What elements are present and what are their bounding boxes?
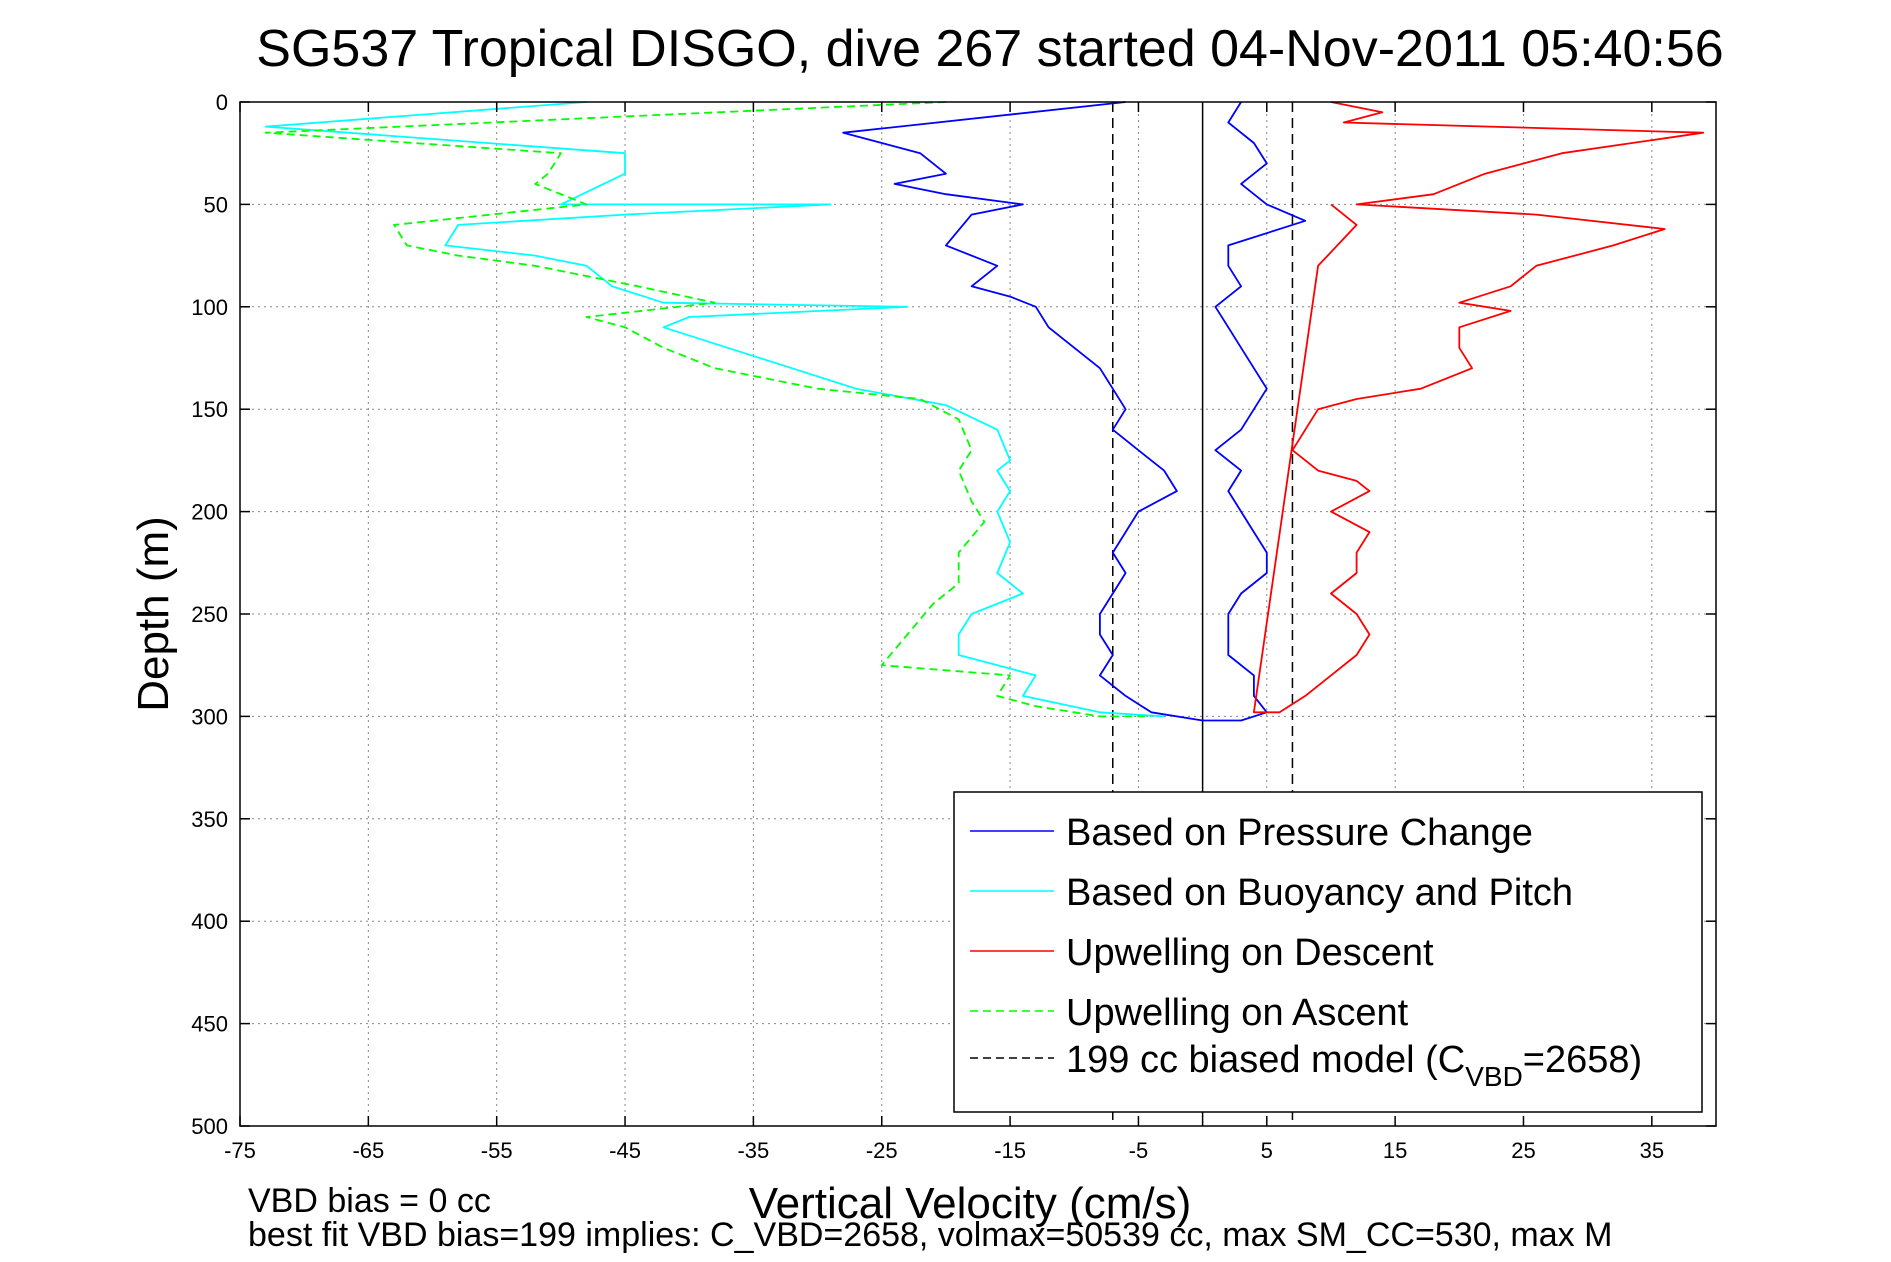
series-line-2 <box>1253 101 1705 714</box>
series-line-3 <box>264 101 1152 718</box>
legend-label-model: 199 cc biased model (CVBD=2658) <box>1066 1039 1642 1092</box>
footnote-vbd-bias: VBD bias = 0 cc <box>248 1182 491 1220</box>
x-tick-label: 35 <box>1640 1138 1664 1163</box>
y-tick-label: 50 <box>204 192 228 217</box>
x-tick-label: 15 <box>1383 1138 1407 1163</box>
x-tick-label: 25 <box>1511 1138 1535 1163</box>
x-tick-label: 5 <box>1261 1138 1273 1163</box>
series-line-0 <box>842 101 1307 722</box>
y-tick-label: 150 <box>191 397 228 422</box>
y-tick-label: 350 <box>191 807 228 832</box>
y-tick-label: 400 <box>191 909 228 934</box>
y-tick-label: 250 <box>191 602 228 627</box>
x-tick-label: -35 <box>737 1138 769 1163</box>
y-tick-label: 500 <box>191 1114 228 1139</box>
x-tick-label: -15 <box>994 1138 1026 1163</box>
legend: Based on Pressure Change Based on Buoyanc… <box>953 791 1703 1113</box>
x-tick-label: -5 <box>1129 1138 1149 1163</box>
footnote-best-fit: best fit VBD bias=199 implies: C_VBD=265… <box>248 1216 1612 1254</box>
x-tick-label: -55 <box>481 1138 513 1163</box>
series-line-1 <box>264 101 1165 718</box>
x-tick-label: -75 <box>224 1138 256 1163</box>
y-tick-label: 200 <box>191 500 228 525</box>
x-tick-label: -25 <box>866 1138 898 1163</box>
x-axis-label: Vertical Velocity (cm/s) <box>749 1179 1192 1228</box>
axis-ticks: -75 -65 -55 -45 -35 -25 -15 -5 5 15 25 350501001502… <box>191 90 1716 1163</box>
y-tick-label: 300 <box>191 704 228 729</box>
legend-box <box>953 791 1703 1113</box>
legend-label: Based on Buoyancy and Pitch <box>1066 872 1573 914</box>
y-tick-label: 100 <box>191 295 228 320</box>
y-axis-label: Depth (m) <box>129 516 178 712</box>
legend-label: Upwelling on Descent <box>1066 932 1434 974</box>
y-tick-label: 450 <box>191 1012 228 1037</box>
x-tick-label: -65 <box>352 1138 384 1163</box>
chart-title: SG537 Tropical DISGO, dive 267 started 0… <box>256 20 1723 78</box>
legend-label: Based on Pressure Change <box>1066 812 1533 854</box>
legend-label: Upwelling on Ascent <box>1066 992 1409 1034</box>
x-tick-label: -45 <box>609 1138 641 1163</box>
y-tick-label: 0 <box>216 90 228 115</box>
